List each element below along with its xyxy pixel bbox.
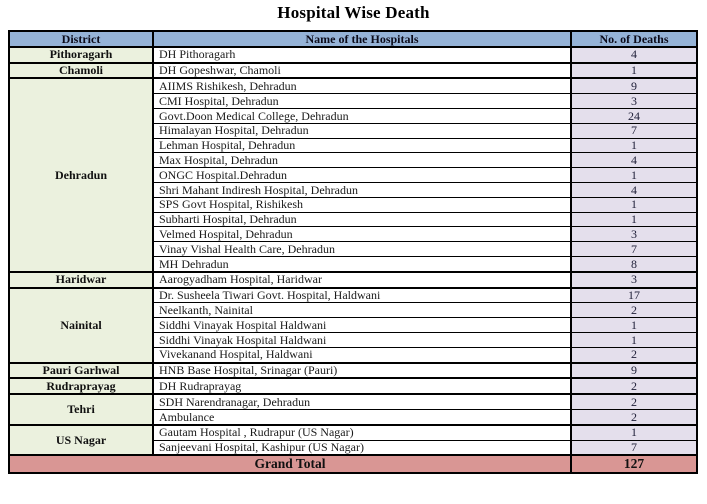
deaths-count-cell: 3 [570, 226, 698, 243]
table-row: MH Dehradun 8 [9, 255, 698, 273]
grand-total-value: 127 [570, 454, 698, 475]
hospital-death-table: District Name of the Hospitals No. of De… [8, 30, 698, 475]
hospital-name-cell: Max Hospital, Dehradun [152, 152, 572, 169]
deaths-count-cell: 2 [570, 408, 698, 426]
table-row: Pauri Garhwal HNB Base Hospital, Srinagar… [8, 361, 698, 379]
table-header-row: District Name of the Hospitals No. of De… [8, 30, 698, 48]
hospital-name-cell: AIIMS Rishikesh, Dehradun [152, 77, 572, 95]
table-row: Subharti Hospital, Dehradun 1 [9, 211, 698, 228]
table-row: Neelkanth, Nainital 2 [9, 302, 698, 319]
hospital-name-cell: Siddhi Vinayak Hospital Haldwani [152, 331, 572, 348]
deaths-count-cell: 2 [570, 393, 698, 410]
hospital-name-cell: DH Pithoragarh [152, 45, 572, 64]
hospital-name-cell: Ambulance [152, 408, 572, 426]
deaths-count-cell: 24 [570, 107, 698, 124]
table-row: Dehradun AIIMS Rishikesh, Dehradun 9 [8, 77, 698, 273]
table-row: Max Hospital, Dehradun 4 [9, 152, 698, 169]
district-cell: Rudraprayag [8, 377, 154, 395]
hospital-name-cell: Vivekanand Hospital, Haldwani [152, 346, 572, 364]
deaths-count-cell: 1 [570, 167, 698, 183]
district-cell: Tehri [8, 393, 154, 426]
column-header-hospital-name: Name of the Hospitals [152, 30, 572, 48]
deaths-count-cell: 7 [570, 241, 698, 257]
table-row: Chamoli DH Gopeshwar, Chamoli 1 [8, 61, 698, 79]
hospital-name-cell: Gautam Hospital , Rudrapur (US Nagar) [152, 423, 572, 441]
deaths-count-cell: 4 [570, 152, 698, 169]
hospital-name-cell: Siddhi Vinayak Hospital Haldwani [152, 317, 572, 333]
grand-total-row: Grand Total 127 [8, 454, 698, 475]
deaths-count-cell: 17 [570, 286, 698, 304]
hospital-name-cell: Himalayan Hospital, Dehradun [152, 122, 572, 139]
hospital-name-cell: DH Rudraprayag [152, 377, 572, 395]
hospital-name-cell: MH Dehradun [152, 255, 572, 273]
deaths-count-cell: 9 [570, 361, 698, 379]
hospital-name-cell: Sanjeevani Hospital, Kashipur (US Nagar) [152, 439, 572, 456]
deaths-count-cell: 9 [570, 77, 698, 95]
hospital-name-cell: Dr. Susheela Tiwari Govt. Hospital, Hald… [152, 286, 572, 304]
hospital-name-cell: ONGC Hospital.Dehradun [152, 167, 572, 183]
grand-total-label: Grand Total [8, 454, 572, 475]
table-row: Siddhi Vinayak Hospital Haldwani 1 [9, 317, 698, 333]
hospital-name-cell: DH Gopeshwar, Chamoli [152, 61, 572, 79]
deaths-count-cell: 7 [570, 122, 698, 139]
district-cell: Haridwar [8, 270, 154, 289]
hospital-name-cell: Neelkanth, Nainital [152, 302, 572, 319]
hospital-name-cell: HNB Base Hospital, Srinagar (Pauri) [152, 361, 572, 379]
deaths-count-cell: 3 [570, 93, 698, 109]
hospital-name-cell: Vinay Vishal Health Care, Dehradun [152, 241, 572, 257]
deaths-count-cell: 7 [570, 439, 698, 456]
column-header-deaths: No. of Deaths [570, 30, 698, 48]
district-cell: Nainital [8, 286, 154, 364]
table-row: CMI Hospital, Dehradun 3 [9, 93, 698, 109]
table-body: Pithoragarh DH Pithoragarh 4 Chamoli DH Gope… [8, 45, 698, 456]
table-row: Siddhi Vinayak Hospital Haldwani 1 [9, 331, 698, 348]
deaths-count-cell: 1 [570, 317, 698, 333]
table-row: Nainital Dr. Susheela Tiwari Govt. Hospit… [8, 286, 698, 364]
deaths-count-cell: 1 [570, 423, 698, 441]
district-cell: Dehradun [8, 77, 154, 273]
deaths-count-cell: 1 [570, 211, 698, 228]
deaths-count-cell: 1 [570, 137, 698, 154]
table-row: Shri Mahant Indiresh Hospital, Dehradun 4 [9, 181, 698, 198]
hospital-name-cell: SPS Govt Hospital, Rishikesh [152, 196, 572, 213]
hospital-name-cell: Shri Mahant Indiresh Hospital, Dehradun [152, 181, 572, 198]
deaths-count-cell: 2 [570, 302, 698, 319]
deaths-count-cell: 8 [570, 255, 698, 273]
table-row: Himalayan Hospital, Dehradun 7 [9, 122, 698, 139]
table-row: Pithoragarh DH Pithoragarh 4 [8, 45, 698, 64]
hospital-name-cell: Velmed Hospital, Dehradun [152, 226, 572, 243]
table-row: Haridwar Aarogyadham Hospital, Haridwar 3 [8, 270, 698, 289]
table-row: Tehri SDH Narendranagar, Dehradun 2 [8, 393, 698, 426]
deaths-count-cell: 4 [570, 181, 698, 198]
hospital-name-cell: CMI Hospital, Dehradun [152, 93, 572, 109]
hospital-name-cell: Lehman Hospital, Dehradun [152, 137, 572, 154]
hospital-name-cell: Govt.Doon Medical College, Dehradun [152, 107, 572, 124]
table-row: Ambulance 2 [9, 408, 698, 426]
table-row: US Nagar Gautam Hospital , Rudrapur (US N… [8, 423, 698, 456]
page-title: Hospital Wise Death [277, 3, 430, 22]
hospital-name-cell: Subharti Hospital, Dehradun [152, 211, 572, 228]
deaths-count-cell: 2 [570, 346, 698, 364]
hospital-name-cell: Aarogyadham Hospital, Haridwar [152, 270, 572, 289]
deaths-count-cell: 1 [570, 196, 698, 213]
table-row: Velmed Hospital, Dehradun 3 [9, 226, 698, 243]
deaths-count-cell: 4 [570, 45, 698, 64]
district-cell: Pauri Garhwal [8, 361, 154, 379]
table-row: Vivekanand Hospital, Haldwani 2 [9, 346, 698, 364]
deaths-count-cell: 3 [570, 270, 698, 289]
deaths-count-cell: 1 [570, 331, 698, 348]
table-row: Sanjeevani Hospital, Kashipur (US Nagar)… [9, 439, 698, 456]
deaths-count-cell: 2 [570, 377, 698, 395]
hospital-name-cell: SDH Narendranagar, Dehradun [152, 393, 572, 410]
district-cell: US Nagar [8, 423, 154, 456]
column-header-district: District [8, 30, 154, 48]
district-cell: Pithoragarh [8, 45, 154, 64]
district-cell: Chamoli [8, 61, 154, 79]
deaths-count-cell: 1 [570, 61, 698, 79]
table-row: Rudraprayag DH Rudraprayag 2 [8, 377, 698, 395]
